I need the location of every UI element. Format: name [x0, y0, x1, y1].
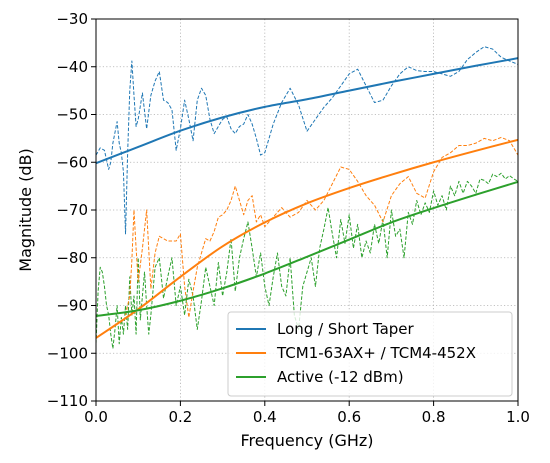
fit-line-long-short-taper	[96, 57, 518, 165]
measured-line-long-short-taper	[96, 46, 518, 235]
y-tick-label: −60	[56, 153, 88, 171]
y-tick-label: −50	[56, 106, 88, 124]
x-tick-label: 0.8	[422, 408, 446, 426]
legend: Long / Short Taper TCM1-63AX+ / TCM4-452X…	[227, 311, 513, 397]
x-axis-label: Frequency (GHz)	[240, 431, 373, 450]
x-tick-label: 0.6	[337, 408, 361, 426]
legend-label-tcm-transformers: TCM1-63AX+ / TCM4-452X	[276, 344, 476, 362]
y-tick-label: −100	[47, 344, 88, 362]
y-tick-label: −90	[56, 297, 88, 315]
fitted-series-group	[96, 57, 518, 339]
y-tick-label: −70	[56, 201, 88, 219]
y-tick-label: −40	[56, 58, 88, 76]
x-tick-label: 1.0	[506, 408, 530, 426]
x-tick-label: 0.4	[253, 408, 277, 426]
legend-label-active: Active (-12 dBm)	[277, 368, 404, 386]
fit-line-active	[96, 180, 518, 317]
legend-label-long-short-taper: Long / Short Taper	[277, 320, 415, 338]
measured-line-active	[96, 172, 518, 349]
fit-line-tcm-transformers	[96, 138, 518, 339]
y-tick-label: −30	[56, 10, 88, 28]
y-tick-label: −110	[47, 392, 88, 410]
y-tick-label: −80	[56, 249, 88, 267]
x-tick-label: 0.2	[168, 408, 192, 426]
axis-ticks: 0.0 0.2 0.4 0.6 0.8 1.0 −110 −100 −90 −80 −70 −60 −5…	[47, 10, 530, 426]
y-axis-label: Magnitude (dB)	[16, 148, 35, 271]
x-tick-label: 0.0	[84, 408, 108, 426]
legend-box	[227, 311, 513, 397]
measured-series-group	[96, 46, 518, 349]
